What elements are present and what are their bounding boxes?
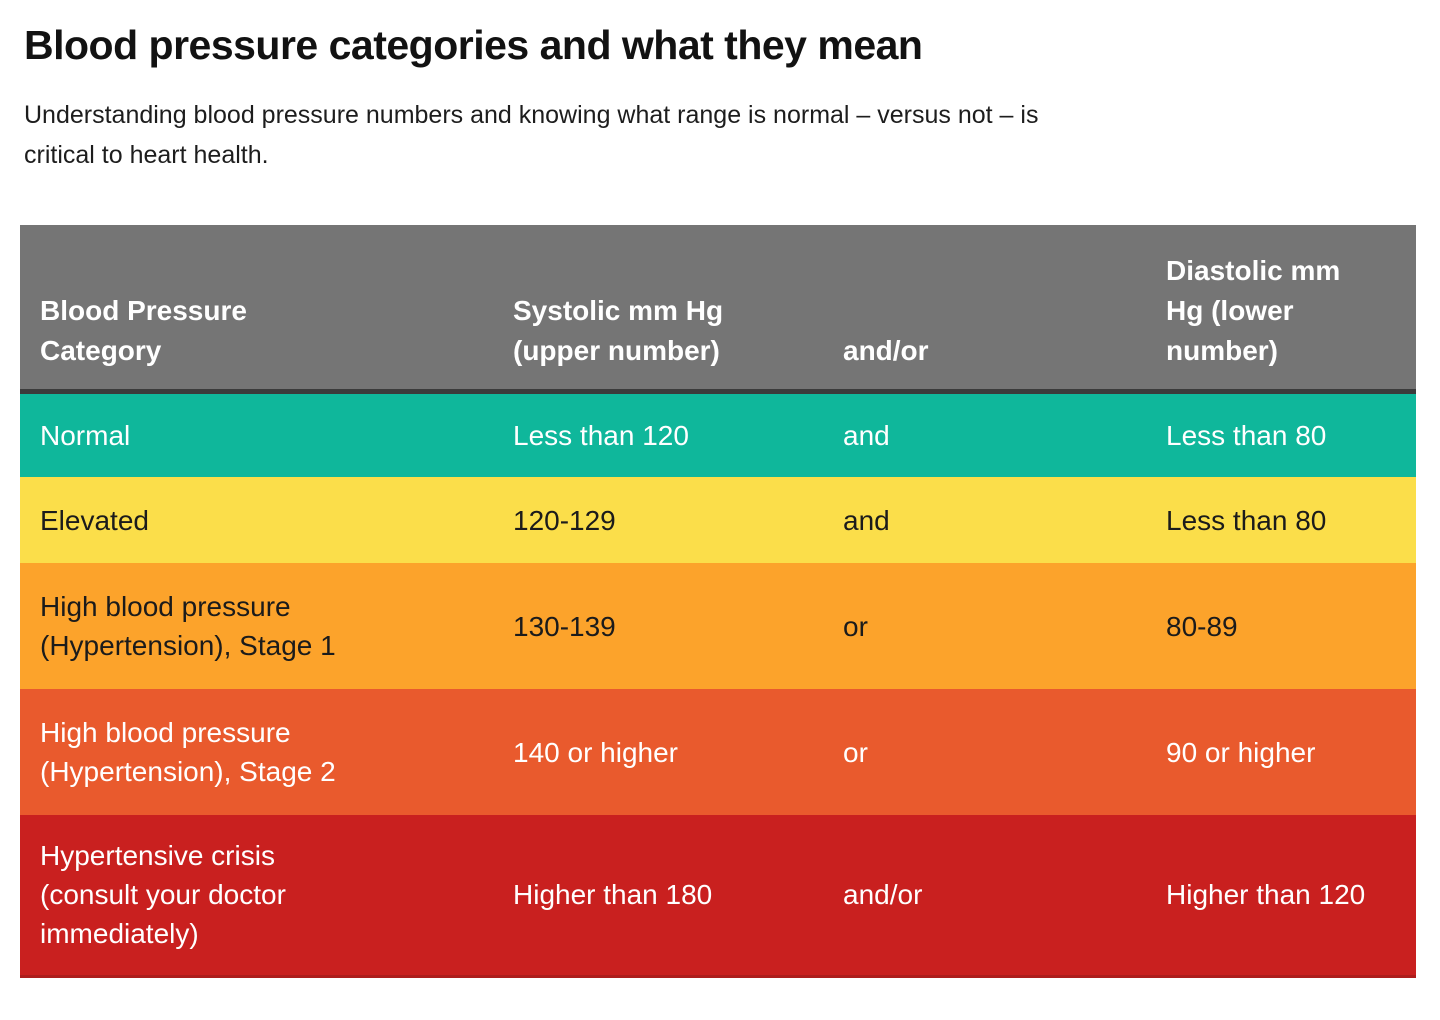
cell-systolic: Less than 120 bbox=[513, 419, 689, 451]
table-row-hypertensive-crisis: Hypertensive crisis (consult your doctor… bbox=[20, 815, 1416, 976]
cell-category: Hypertensive crisis (consult your doctor… bbox=[40, 840, 286, 950]
cell-connector: and/or bbox=[843, 879, 923, 911]
cell-connector: and bbox=[843, 419, 890, 451]
cell-diastolic: 80-89 bbox=[1166, 610, 1238, 642]
table-row-hypertension-stage-1: High blood pressure (Hypertension), Stag… bbox=[20, 563, 1416, 689]
header-cell-systolic: Systolic mm Hg (upper number) bbox=[513, 294, 724, 366]
header-cell-category: Blood Pressure Category bbox=[40, 294, 247, 366]
cell-category: Normal bbox=[40, 419, 131, 451]
header-cell-connector: and/or bbox=[843, 334, 929, 366]
table-row-normal: Normal Less than 120 and Less than 80 bbox=[20, 391, 1416, 477]
cell-connector: or bbox=[843, 736, 868, 768]
cell-systolic: 140 or higher bbox=[513, 736, 679, 768]
page-subtitle: Understanding blood pressure numbers and… bbox=[24, 101, 1039, 169]
cell-diastolic: Higher than 120 bbox=[1166, 879, 1366, 911]
table-header-row: Blood Pressure Category Systolic mm Hg (… bbox=[20, 225, 1416, 391]
cell-systolic: 130-139 bbox=[513, 610, 616, 642]
cell-diastolic: Less than 80 bbox=[1166, 504, 1327, 536]
cell-diastolic: 90 or higher bbox=[1166, 736, 1316, 768]
cell-category: Elevated bbox=[40, 504, 149, 536]
cell-systolic: Higher than 180 bbox=[513, 879, 713, 911]
table-row-hypertension-stage-2: High blood pressure (Hypertension), Stag… bbox=[20, 689, 1416, 815]
cell-connector: and bbox=[843, 504, 890, 536]
page-title: Blood pressure categories and what they … bbox=[24, 22, 923, 68]
cell-connector: or bbox=[843, 610, 868, 642]
table-row-elevated: Elevated 120-129 and Less than 80 bbox=[20, 477, 1416, 563]
page: Blood pressure categories and what they … bbox=[0, 22, 1440, 1020]
cell-category: High blood pressure (Hypertension), Stag… bbox=[40, 591, 336, 661]
header-cell-diastolic: Diastolic mm Hg (lower number) bbox=[1166, 254, 1341, 366]
cell-category: High blood pressure (Hypertension), Stag… bbox=[40, 717, 336, 787]
cell-diastolic: Less than 80 bbox=[1166, 419, 1327, 451]
blood-pressure-table: Blood Pressure Category Systolic mm Hg (… bbox=[20, 225, 1416, 978]
cell-systolic: 120-129 bbox=[513, 504, 616, 536]
